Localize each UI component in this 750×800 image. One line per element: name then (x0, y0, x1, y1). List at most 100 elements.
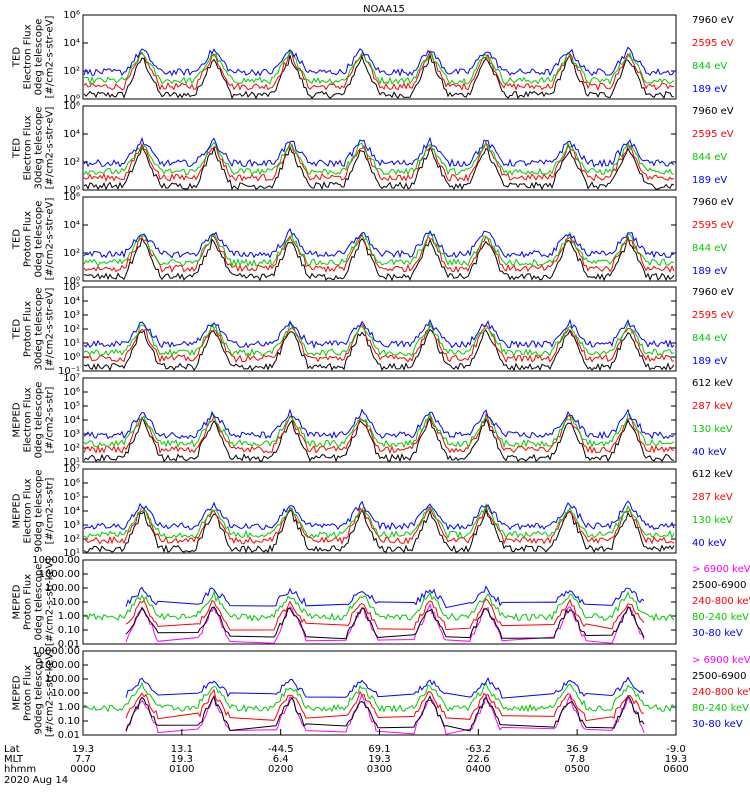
series-trace (83, 590, 675, 622)
legend-entry: 7960 eV (692, 197, 734, 208)
legend-entry: 240-800 keV (692, 596, 750, 607)
series-trace (83, 328, 675, 372)
y-axis-label-line: MEPED (12, 675, 23, 710)
series-trace (83, 412, 675, 449)
series-trace (83, 49, 675, 92)
y-tick-label: 0.01 (58, 639, 80, 650)
y-axis-label-line: Proton Flux (23, 301, 34, 357)
legend-entry: 2595 eV (692, 310, 734, 321)
y-tick-label: 10⁰ (63, 276, 80, 287)
y-tick-label: 10² (63, 66, 80, 77)
y-axis-label-line: 30deg telescope (34, 287, 45, 370)
y-tick-label: 10² (63, 534, 80, 545)
y-tick-label: 0.10 (58, 716, 80, 727)
x-tick-mlt: 6.4 (273, 754, 289, 765)
y-tick-label: 10² (63, 248, 80, 259)
y-tick-label: 10⁷ (63, 464, 80, 475)
x-tick-mlt: 7.7 (75, 754, 91, 765)
y-tick-label: 100.00 (45, 583, 80, 594)
x-tick-mlt: 19.3 (171, 754, 193, 765)
y-tick-label: 10000.00 (32, 555, 80, 566)
series-trace (83, 502, 675, 540)
y-tick-label: 10⁶ (63, 101, 80, 112)
series-trace (83, 140, 675, 183)
series-trace (83, 408, 675, 440)
legend-entry: 40 keV (692, 538, 726, 549)
panel-frame (82, 14, 677, 100)
series-trace (125, 585, 645, 609)
y-axis-label-line: Electron Flux (23, 478, 34, 543)
series-trace (125, 676, 645, 699)
y-axis-label-line: Proton Flux (23, 211, 34, 267)
y-axis-label-line: TED (12, 319, 23, 340)
panel-8: MEPED Proton Flux 90deg telescope [#/cm2-s-… (12, 646, 750, 741)
y-axis-label-line: MEPED (12, 584, 23, 619)
series-trace (125, 694, 645, 732)
series-trace (83, 416, 675, 463)
y-axis-label-line: 90deg telescope (34, 469, 45, 552)
y-tick-label: 100.00 (45, 674, 80, 685)
panel-4: TED Proton Flux 30deg telescope [#/cm2-s-st… (12, 282, 734, 377)
x-tick-mlt: 19.3 (665, 754, 687, 765)
legend-entry: 30-80 keV (692, 719, 743, 730)
y-tick-label: 10⁷ (63, 373, 80, 384)
x-axis-table: LatMLThhmm19.37.7000013.119.30100-44.56.… (4, 729, 689, 786)
series-trace (125, 606, 645, 640)
y-axis-label-line: Electron Flux (23, 387, 34, 452)
panels: TED Electron Flux 0deg telescope [#/cm2-s-s… (12, 10, 750, 741)
y-tick-label: 10³ (63, 310, 80, 321)
x-tick-hhmm: 0500 (564, 764, 589, 775)
y-axis-label-line: MEPED (12, 493, 23, 528)
y-axis-label-line: 0deg telescope (34, 19, 45, 96)
series-trace (83, 136, 675, 168)
legend-entry: 40 keV (692, 447, 726, 458)
series-trace (83, 231, 675, 268)
series-trace (83, 145, 675, 191)
y-tick-label: 10³ (63, 429, 80, 440)
x-tick-hhmm: 0200 (268, 764, 293, 775)
y-tick-label: 10¹ (63, 457, 80, 468)
y-axis-label-line: [#/cm2-s-str-eV] (45, 107, 56, 190)
series-trace (83, 227, 675, 259)
legend-entry: 612 keV (692, 469, 733, 480)
series-trace (83, 54, 675, 100)
y-tick-label: 10⁴ (63, 129, 80, 140)
y-tick-label: 10² (63, 157, 80, 168)
y-axis-label-line: 30deg telescope (34, 106, 45, 189)
y-tick-label: 10¹ (63, 548, 80, 559)
legend-entry: 80-240 keV (692, 703, 749, 714)
y-tick-label: 0.01 (58, 730, 80, 741)
panel-frame (82, 196, 677, 282)
y-tick-label: 10⁶ (63, 10, 80, 21)
y-tick-label: 1000.00 (39, 569, 80, 580)
legend-entry: 189 eV (692, 175, 727, 186)
series-trace (125, 693, 645, 735)
legend-entry: 612 keV (692, 378, 733, 389)
series-trace (83, 508, 675, 554)
x-axis-row-label: hhmm (4, 764, 36, 775)
series-trace (83, 318, 675, 349)
y-tick-label: 10.00 (51, 688, 80, 699)
legend-entry: 2595 eV (692, 220, 734, 231)
y-axis-label-line: TED (12, 138, 23, 159)
x-tick-mlt: 7.8 (569, 754, 585, 765)
legend-entry: 7960 eV (692, 287, 734, 298)
y-tick-label: 10⁶ (63, 192, 80, 203)
legend-entry: 287 keV (692, 401, 733, 412)
legend-entry: 7960 eV (692, 106, 734, 117)
legend-entry: 80-240 keV (692, 612, 749, 623)
y-tick-label: 10² (63, 324, 80, 335)
x-tick-lat: -44.5 (268, 744, 294, 755)
x-tick-mlt: 19.3 (368, 754, 390, 765)
y-axis-label-line: Proton Flux (23, 665, 34, 721)
legend-entry: 189 eV (692, 266, 727, 277)
y-axis-label-line: [#/cm2-s-str-eV] (45, 288, 56, 371)
series-trace (83, 46, 675, 77)
panel-frame (82, 105, 677, 191)
y-tick-label: 10⁴ (63, 296, 80, 307)
panel-7: MEPED Proton Flux 0deg telescope [#/cm2-s-s… (12, 555, 750, 650)
y-axis-label-line: 90deg telescope (34, 651, 45, 734)
y-tick-label: 10.00 (51, 597, 80, 608)
legend-entry: 130 keV (692, 424, 733, 435)
